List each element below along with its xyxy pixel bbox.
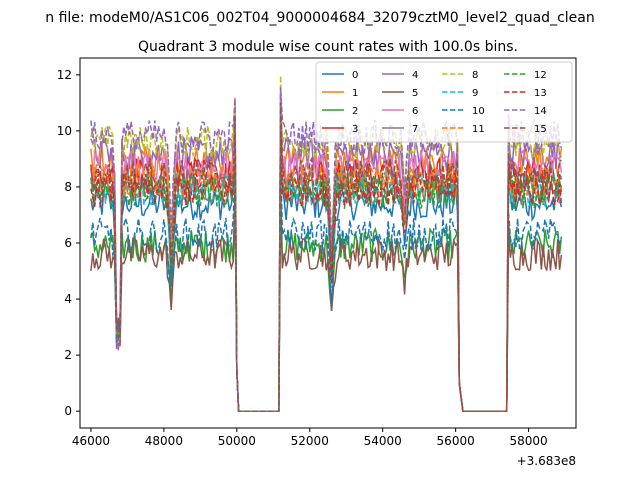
y-tick-label: 2 [64,348,72,362]
legend-label-13: 13 [534,88,547,99]
legend-label-4: 4 [412,70,418,81]
y-axis-ticks: 0 2 4 6 8 10 12 [57,68,80,418]
legend-label-9: 9 [472,88,478,99]
legend-label-11: 11 [472,124,485,135]
y-tick-label: 12 [57,68,72,82]
legend-label-3: 3 [352,124,358,135]
legend-box [315,61,573,143]
chart-title: Quadrant 3 module wise count rates with … [138,39,518,55]
legend-label-6: 6 [412,106,418,117]
series-line-15 [90,103,562,412]
series-line-13 [90,124,563,412]
x-tick-label: 58000 [509,434,547,448]
y-tick-label: 0 [64,404,72,418]
legend-label-10: 10 [472,106,485,117]
legend-label-15: 15 [534,124,547,135]
y-tick-label: 4 [64,292,72,306]
y-tick-label: 10 [57,124,72,138]
legend-label-14: 14 [534,106,547,117]
legend-label-5: 5 [412,88,418,99]
x-tick-label: 50000 [218,434,256,448]
x-axis-ticks: 46000 48000 50000 52000 54000 56000 58000 [72,428,548,448]
legend-label-7: 7 [412,124,418,135]
legend-label-8: 8 [472,70,478,81]
series-line-10 [90,158,563,412]
x-tick-label: 46000 [72,434,110,448]
legend-label-0: 0 [352,70,358,81]
y-tick-label: 8 [64,180,72,194]
legend-label-12: 12 [534,70,547,81]
legend-label-2: 2 [352,106,358,117]
x-tick-label: 54000 [364,434,402,448]
x-tick-label: 56000 [437,434,475,448]
figure-suptitle: n file: modeM0/AS1C06_002T04_9000004684_… [45,10,594,26]
series-line-5 [90,185,563,412]
x-offset-label: +3.683e8 [517,454,576,468]
legend-label-1: 1 [352,88,358,99]
y-tick-label: 6 [64,236,72,250]
x-tick-label: 48000 [145,434,183,448]
x-tick-label: 52000 [291,434,329,448]
